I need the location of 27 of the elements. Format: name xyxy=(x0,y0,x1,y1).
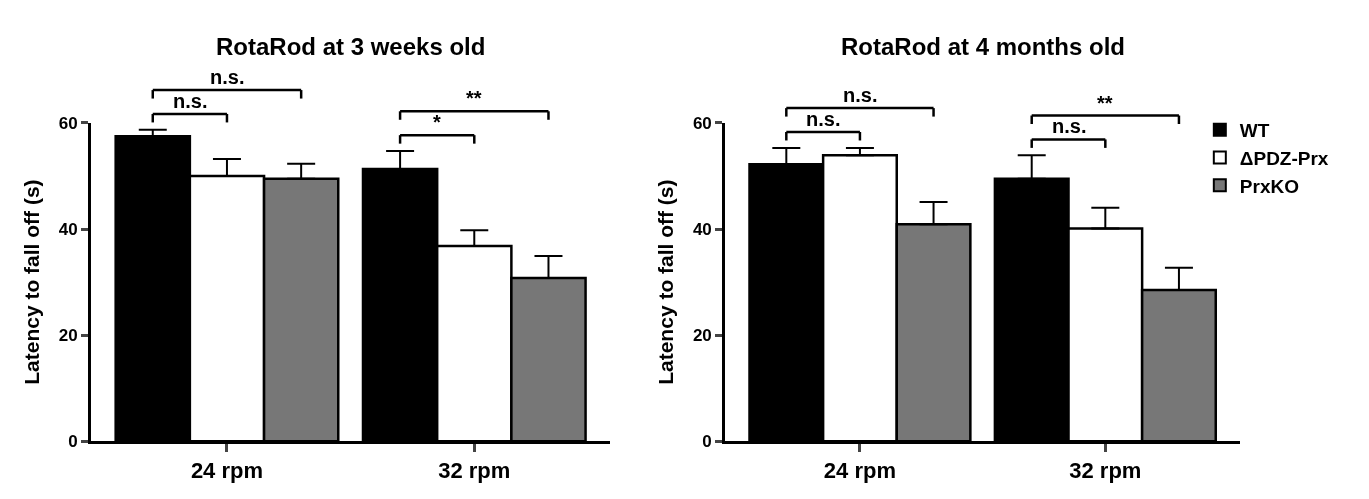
x-tick-label: 32 rpm xyxy=(438,458,511,484)
chart-title: RotaRod at 3 weeks old xyxy=(216,33,486,60)
y-tick-label: 20 xyxy=(58,326,78,346)
y-tick-label: 40 xyxy=(58,220,78,240)
y-axis-title: Latency to fall off (s) xyxy=(654,179,678,385)
legend-label: WT xyxy=(1239,120,1270,142)
text: ** xyxy=(466,87,482,109)
x-tick-label: 24 rpm xyxy=(823,458,897,484)
x-tick-label: 24 rpm xyxy=(190,458,264,484)
x-tick-label: 32 rpm xyxy=(1069,458,1142,484)
y-tick-label: 0 xyxy=(68,432,78,452)
y-tick-label: 40 xyxy=(692,220,712,240)
text: n.s. xyxy=(173,90,208,112)
chart-title: RotaRod at 4 months old xyxy=(841,33,1125,60)
y-tick-label: 20 xyxy=(692,326,712,346)
text: ** xyxy=(1097,92,1113,114)
annotation: n.s. xyxy=(806,108,841,130)
y-axis-title: Latency to fall off (s) xyxy=(20,179,44,385)
text: n.s. xyxy=(843,84,878,106)
y-tick-label: 60 xyxy=(58,113,78,133)
y-tick-label: 0 xyxy=(702,432,712,452)
annotation: n.s. xyxy=(1052,115,1087,137)
annotation: * xyxy=(433,111,441,133)
text: n.s. xyxy=(210,66,245,88)
legend-label: PrxKO xyxy=(1239,175,1299,197)
legend-label: ΔPDZ-Prx xyxy=(1239,147,1329,169)
y-tick-label: 60 xyxy=(692,113,712,133)
